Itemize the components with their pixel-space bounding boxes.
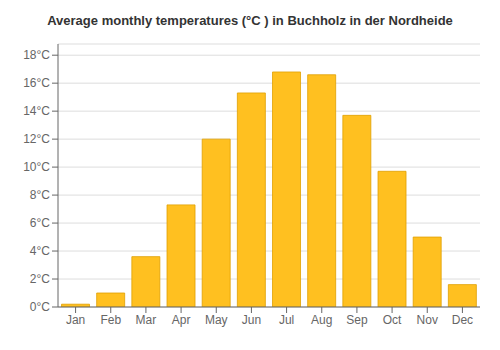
svg-text:Mar: Mar [136,313,157,327]
svg-text:Jan: Jan [66,313,85,327]
svg-text:10°C: 10°C [23,160,50,174]
svg-text:12°C: 12°C [23,132,50,146]
html-text:Average monthly temperatures (: Average monthly temperatures (°C ) in Bu… [47,13,453,28]
svg-text:Feb: Feb [100,313,121,327]
svg-text:Apr: Apr [172,313,191,327]
svg-text:6°C: 6°C [30,216,50,230]
svg-text:Jun: Jun [242,313,261,327]
svg-text:2°C: 2°C [30,272,50,286]
svg-text:8°C: 8°C [30,188,50,202]
svg-text:14°C: 14°C [23,104,50,118]
svg-text:May: May [205,313,228,327]
svg-text:Sep: Sep [346,313,368,327]
svg-text:18°C: 18°C [23,48,50,62]
svg-text:Dec: Dec [452,313,473,327]
svg-text:Aug: Aug [311,313,332,327]
svg-text:Jul: Jul [279,313,294,327]
svg-text:16°C: 16°C [23,76,50,90]
svg-text:0°C: 0°C [30,300,50,314]
svg-text:Nov: Nov [417,313,438,327]
svg-text:Oct: Oct [383,313,402,327]
svg-text:4°C: 4°C [30,244,50,258]
